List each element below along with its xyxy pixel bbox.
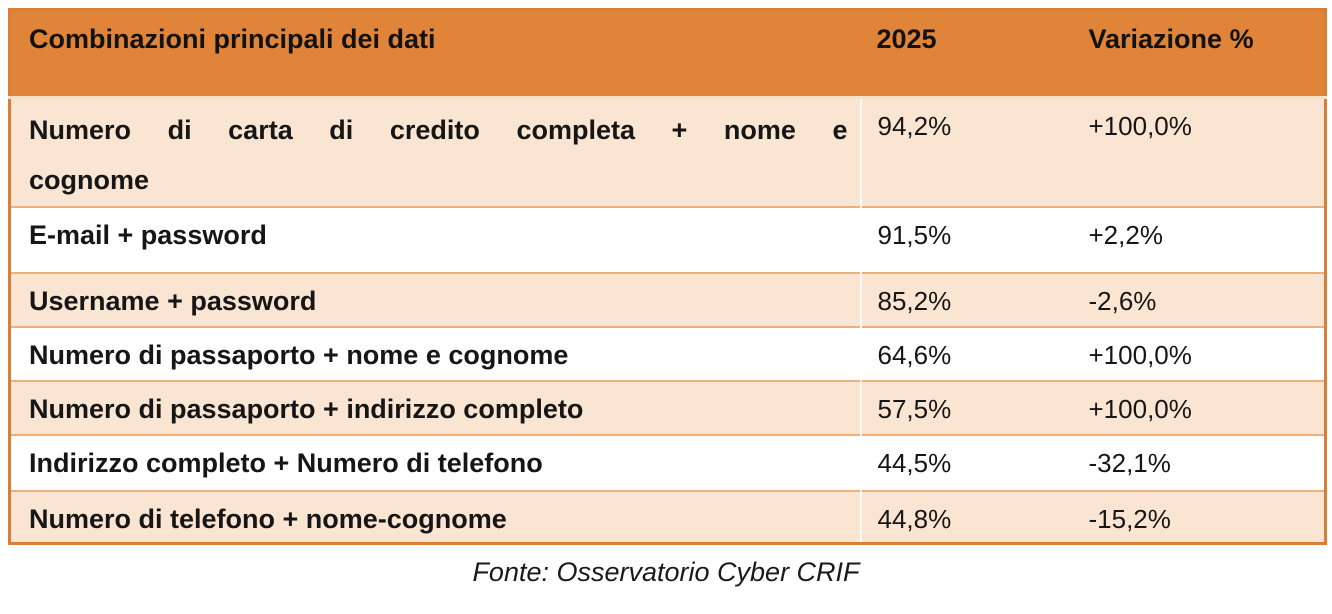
row-variation: +100,0% [1072, 327, 1326, 381]
row-label: Numero di passaporto + indirizzo complet… [9, 381, 861, 435]
combinations-table: Combinazioni principali dei dati 2025 Va… [8, 8, 1327, 545]
row-value-2025: 57,5% [859, 381, 1073, 435]
row-variation: -32,1% [1072, 435, 1326, 491]
row-label: Indirizzo completo + Numero di telefono [9, 435, 861, 491]
row-variation: +100,0% [1072, 381, 1326, 435]
table-row: Indirizzo completo + Numero di telefono … [9, 435, 1326, 491]
table-header-row: Combinazioni principali dei dati 2025 Va… [9, 9, 1326, 99]
source-note: Fonte: Osservatorio Cyber CRIF [472, 556, 860, 587]
table-row: Username + password 85,2% -2,6% [9, 273, 1326, 327]
table-row: Numero di carta di credito completa + no… [9, 97, 1326, 207]
row-value-2025: 94,2% [859, 97, 1073, 207]
row-value-2025: 44,8% [859, 491, 1073, 543]
row-value-2025: 91,5% [860, 207, 1073, 273]
column-header-variation: Variazione % [1072, 9, 1326, 99]
table-row: E-mail + password 91,5% +2,2% [9, 207, 1326, 273]
row-variation: +2,2% [1072, 207, 1326, 273]
column-header-2025: 2025 [860, 9, 1073, 99]
row-value-2025: 44,5% [860, 435, 1073, 491]
row-label: Numero di passaporto + nome e cognome [9, 327, 861, 381]
table-row: Numero di telefono + nome-cognome 44,8% … [9, 491, 1326, 543]
row-value-2025: 85,2% [859, 273, 1073, 327]
table-row: Numero di passaporto + indirizzo complet… [9, 381, 1326, 435]
row-label: Username + password [9, 273, 861, 327]
row-label: Numero di carta di credito completa + no… [9, 97, 861, 207]
row-label: E-mail + password [9, 207, 861, 273]
row-variation: -15,2% [1072, 491, 1326, 543]
row-label: Numero di telefono + nome-cognome [9, 491, 861, 543]
row-variation: -2,6% [1072, 273, 1326, 327]
column-header-combinations: Combinazioni principali dei dati [9, 9, 861, 99]
row-variation: +100,0% [1072, 97, 1326, 207]
row-value-2025: 64,6% [860, 327, 1073, 381]
table-row: Numero di passaporto + nome e cognome 64… [9, 327, 1326, 381]
